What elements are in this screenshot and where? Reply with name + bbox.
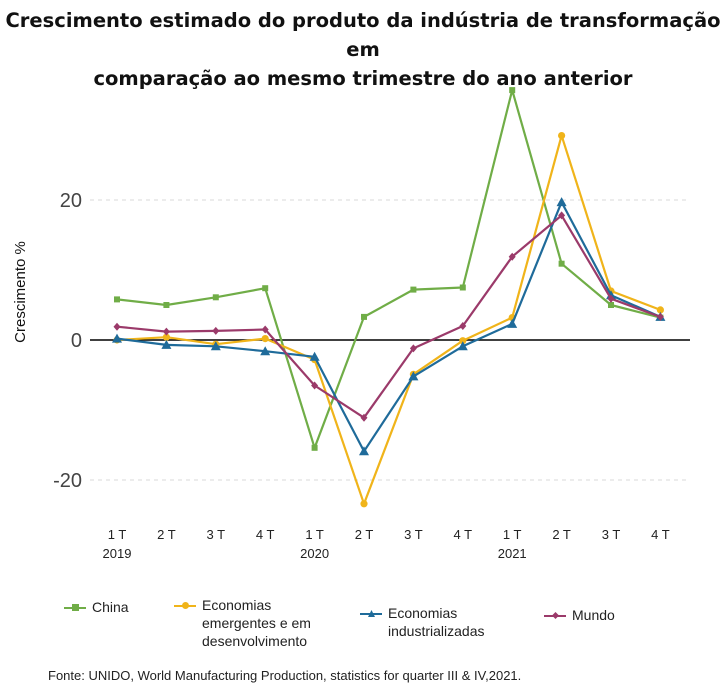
series-mundo bbox=[113, 211, 664, 422]
x-tick-label: 1 T bbox=[503, 527, 522, 542]
data-point-economias-industrializadas bbox=[161, 339, 172, 349]
data-point-mundo bbox=[162, 327, 170, 336]
data-point-china bbox=[361, 313, 367, 320]
data-point-economias-industrializadas bbox=[507, 318, 518, 328]
legend-swatch-china bbox=[64, 601, 86, 615]
x-year-label: 2020 bbox=[300, 546, 329, 561]
data-point-economias-industrializadas bbox=[556, 197, 567, 207]
legend-marker bbox=[72, 604, 79, 611]
data-point-economias-emergentes-e-em-desenvolvimento bbox=[360, 500, 368, 508]
grid-lines bbox=[90, 199, 690, 481]
chart-title: Crescimento estimado do produto da indús… bbox=[0, 6, 726, 93]
x-tick-label: 2 T bbox=[355, 527, 374, 542]
series-lines bbox=[112, 87, 666, 508]
data-point-mundo bbox=[607, 294, 615, 303]
data-point-mundo bbox=[113, 322, 121, 331]
legend-label-china: China bbox=[92, 599, 129, 615]
data-point-china bbox=[608, 302, 614, 308]
data-point-economias-emergentes-e-em-desenvolvimento bbox=[261, 335, 269, 343]
chart-title-line-2: comparação ao mesmo trimestre do ano ant… bbox=[93, 67, 633, 90]
x-tick-label: 3 T bbox=[602, 527, 621, 542]
series-china bbox=[114, 87, 664, 451]
data-point-china bbox=[558, 260, 565, 267]
data-point-mundo bbox=[409, 344, 417, 353]
data-point-economias-emergentes-e-em-desenvolvimento bbox=[558, 132, 566, 140]
x-tick-label: 1 T bbox=[305, 527, 324, 542]
data-point-mundo bbox=[360, 413, 368, 422]
data-point-economias-industrializadas bbox=[210, 341, 221, 351]
legend-marker bbox=[552, 612, 559, 619]
legend-swatch-economias-emergentes bbox=[174, 599, 196, 613]
legend-swatch-economias-industrializadas bbox=[360, 607, 382, 621]
y-axis-ticks: -20 0 20 bbox=[53, 190, 82, 492]
data-point-economias-emergentes-e-em-desenvolvimento bbox=[656, 306, 665, 314]
data-point-economias-industrializadas bbox=[359, 446, 369, 456]
x-year-label: 2019 bbox=[103, 546, 132, 561]
x-tick-label: 3 T bbox=[207, 527, 226, 542]
series-line-economias-industrializadas bbox=[116, 201, 661, 453]
data-point-economias-emergentes-e-em-desenvolvimento bbox=[162, 333, 170, 341]
data-point-mundo bbox=[459, 322, 467, 330]
data-point-mundo bbox=[508, 252, 516, 261]
data-point-mundo bbox=[261, 325, 269, 334]
series-economias-industrializadas bbox=[112, 197, 666, 456]
data-point-economias-industrializadas bbox=[309, 351, 320, 361]
data-point-mundo bbox=[656, 312, 664, 321]
data-point-china bbox=[509, 87, 516, 94]
data-point-china bbox=[114, 296, 120, 303]
legend: China Economias emergentes e em desenvol… bbox=[0, 594, 726, 654]
legend-item-economias-emergentes: Economias emergentes e em desenvolviment… bbox=[174, 596, 332, 650]
y-tick-label: 20 bbox=[60, 190, 82, 212]
y-axis-label: Crescimento % bbox=[12, 241, 29, 343]
y-tick-label: 0 bbox=[71, 330, 82, 352]
legend-label-economias-industrializadas: Economias industrializadas bbox=[388, 605, 485, 639]
x-tick-label: 2 T bbox=[157, 527, 176, 542]
data-point-mundo bbox=[311, 381, 319, 390]
series-line-economias-emergentes-e-em-desenvolvimento bbox=[116, 134, 661, 505]
data-point-mundo bbox=[558, 211, 566, 220]
data-point-china bbox=[410, 286, 417, 293]
series-economias-emergentes-e-em-desenvolvimento bbox=[113, 132, 665, 508]
data-point-china bbox=[262, 285, 269, 292]
legend-marker bbox=[182, 602, 189, 609]
legend-item-china: China bbox=[64, 598, 129, 616]
legend-item-economias-industrializadas: Economias industrializadas bbox=[360, 604, 508, 640]
x-year-label: 2021 bbox=[498, 546, 527, 561]
data-point-economias-industrializadas bbox=[112, 333, 122, 343]
series-line-china bbox=[116, 88, 661, 449]
data-point-economias-emergentes-e-em-desenvolvimento bbox=[459, 337, 467, 345]
y-tick-label: -20 bbox=[53, 470, 82, 492]
legend-label-mundo: Mundo bbox=[572, 607, 615, 623]
data-point-economias-industrializadas bbox=[408, 371, 419, 381]
x-tick-label: 4 T bbox=[454, 527, 473, 542]
data-point-economias-industrializadas bbox=[260, 346, 271, 356]
legend-item-mundo: Mundo bbox=[544, 606, 615, 624]
data-point-china bbox=[212, 294, 219, 301]
x-tick-label: 1 T bbox=[108, 527, 127, 542]
data-point-economias-industrializadas bbox=[457, 341, 468, 351]
x-tick-label: 4 T bbox=[651, 527, 670, 542]
x-axis-ticks: 1 T 2 T 3 T 4 T 1 T 2 T 3 T 4 T 1 T 2 T 3 T 4 T 2019… bbox=[103, 527, 670, 561]
legend-marker bbox=[368, 610, 375, 617]
legend-swatch-mundo bbox=[544, 609, 566, 623]
legend-label-economias-emergentes: Economias emergentes e em desenvolviment… bbox=[202, 597, 311, 649]
x-tick-label: 3 T bbox=[404, 527, 423, 542]
data-point-mundo bbox=[212, 326, 220, 335]
chart-title-line-1: Crescimento estimado do produto da indús… bbox=[5, 9, 721, 61]
data-point-china bbox=[311, 444, 318, 451]
data-point-china bbox=[163, 302, 170, 308]
source-note: Fonte: UNIDO, World Manufacturing Produc… bbox=[48, 668, 522, 683]
data-point-china bbox=[459, 284, 466, 291]
series-line-mundo bbox=[116, 214, 661, 419]
x-tick-label: 2 T bbox=[552, 527, 571, 542]
x-tick-label: 4 T bbox=[256, 527, 275, 542]
